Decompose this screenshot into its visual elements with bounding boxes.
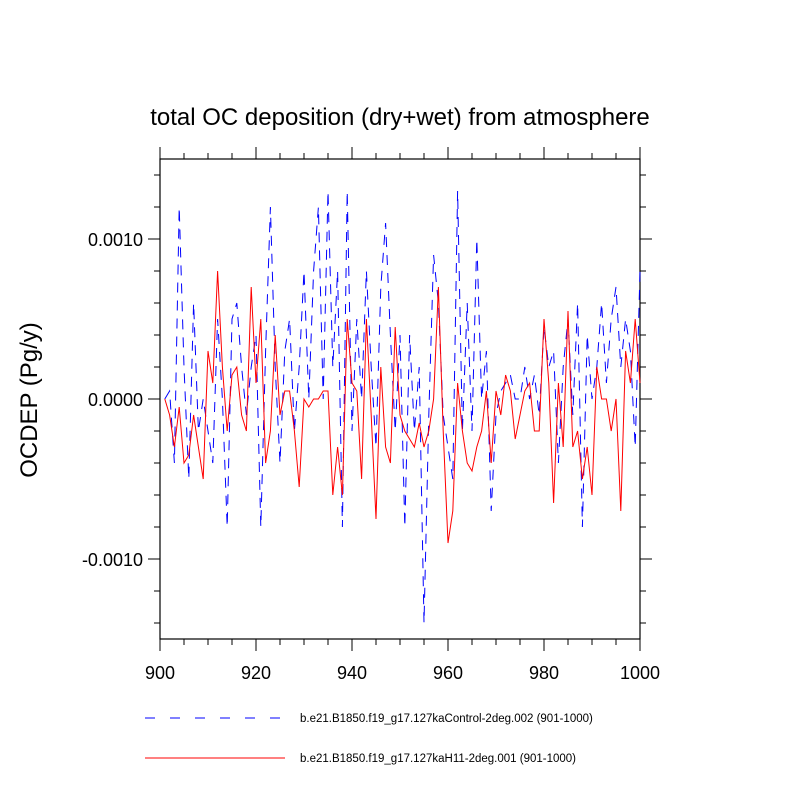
series-line-h11 bbox=[164, 270, 641, 544]
x-tick-label: 900 bbox=[145, 663, 175, 683]
y-tick-label: 0.0010 bbox=[88, 230, 143, 250]
x-tick-label: 960 bbox=[433, 663, 463, 683]
axis-ticks bbox=[148, 147, 652, 651]
plot-area: 900 920 940 960 980 1000 -0.0010 0.0000 0.0010 bbox=[82, 147, 660, 683]
legend: b.e21.B1850.f19_g17.127kaControl-2deg.00… bbox=[145, 713, 593, 765]
x-tick-label: 940 bbox=[337, 663, 367, 683]
x-tick-label: 920 bbox=[241, 663, 271, 683]
legend-label-h11: b.e21.B1850.f19_g17.127kaH11-2deg.001 (9… bbox=[300, 753, 576, 765]
chart-title: total OC deposition (dry+wet) from atmos… bbox=[150, 104, 650, 131]
legend-label-control: b.e21.B1850.f19_g17.127kaControl-2deg.00… bbox=[300, 713, 593, 725]
x-tick-label: 1000 bbox=[620, 663, 660, 683]
y-tick-label: -0.0010 bbox=[82, 550, 143, 570]
axis-tick-labels: 900 920 940 960 980 1000 -0.0010 0.0000 0.0010 bbox=[82, 230, 660, 683]
plot-frame bbox=[159, 158, 641, 640]
y-axis-label: OCDEP (Pg/y) bbox=[16, 322, 43, 478]
series-line-control bbox=[164, 190, 641, 624]
series-layer bbox=[164, 190, 641, 624]
y-tick-label: 0.0000 bbox=[88, 390, 143, 410]
x-tick-label: 980 bbox=[529, 663, 559, 683]
